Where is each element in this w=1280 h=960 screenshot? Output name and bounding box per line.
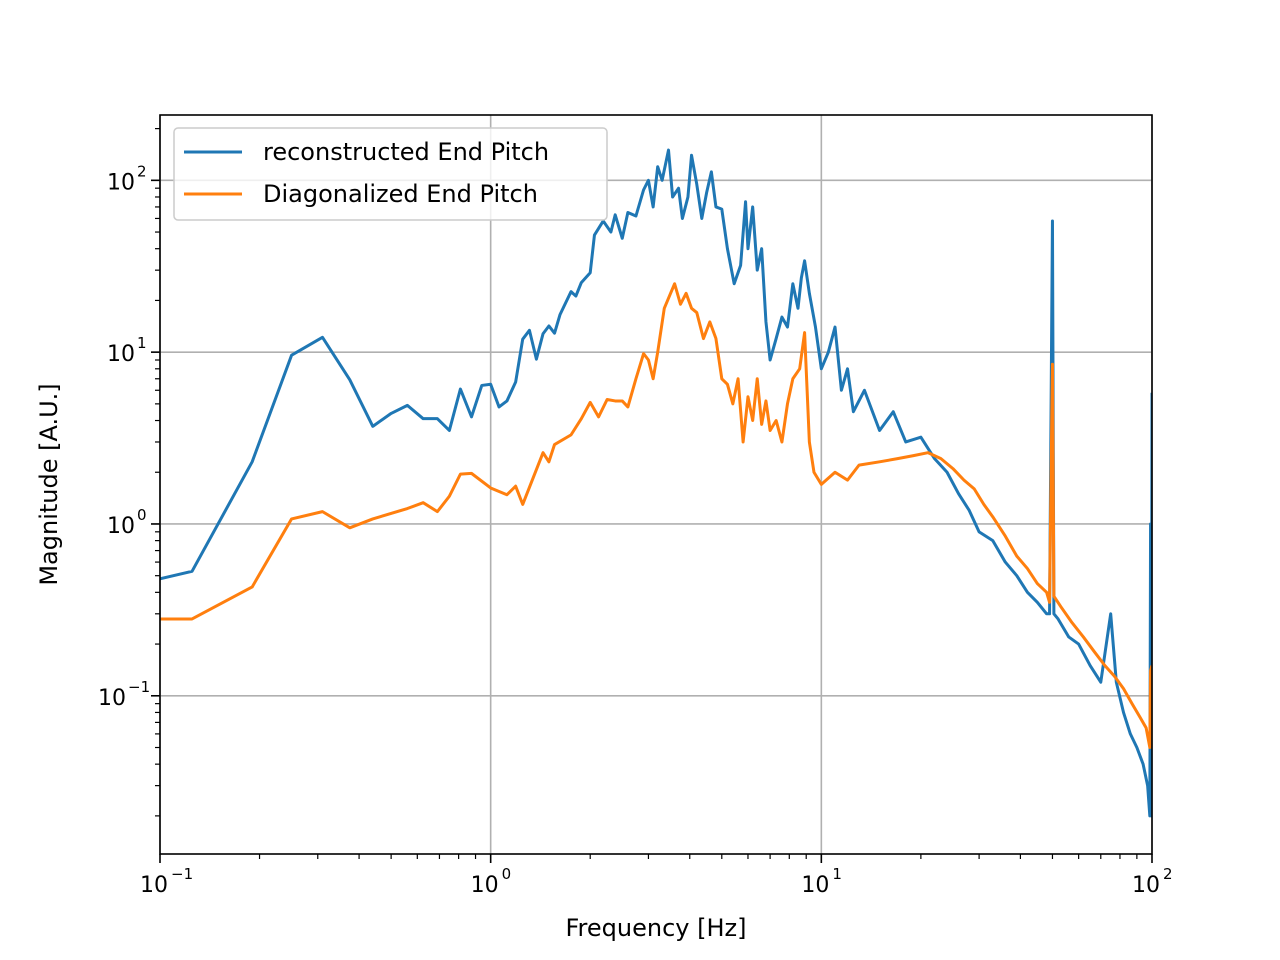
plot-area [160,148,1152,818]
x-tick-label: 10 [140,873,168,898]
y-tick-exponent: 1 [137,334,147,352]
x-tick-label: 10 [471,873,499,898]
legend: reconstructed End Pitch Diagonalized End… [173,127,608,221]
series-line-diagonalized [160,282,1152,750]
y-tick-exponent: −1 [128,678,150,696]
y-tick-label: 10 [107,170,135,195]
x-tick-exponent: −1 [171,865,193,883]
axes: 10 −1 10 0 10 1 10 210 −110 010 110 2 [98,128,1173,898]
x-tick-label: 10 [801,873,829,898]
series-line-reconstructed [160,148,1152,818]
y-tick-label: 10 [107,514,135,539]
y-tick-label: 10 [107,342,135,367]
legend-label-diagonalized: Diagonalized End Pitch [263,180,538,208]
x-tick-exponent: 2 [1163,865,1173,883]
x-axis-label: Frequency [Hz] [566,914,747,942]
legend-label-reconstructed: reconstructed End Pitch [263,138,549,166]
x-tick-exponent: 1 [832,865,842,883]
x-tick-label: 10 [1132,873,1160,898]
y-tick-exponent: 2 [137,162,147,180]
x-tick-exponent: 0 [502,865,512,883]
y-tick-label: 10 [98,686,126,711]
y-axis-label: Magnitude [A.U.] [35,383,63,585]
legend-box [173,127,608,221]
plot-frame [159,114,1153,855]
y-tick-exponent: 0 [137,506,147,524]
